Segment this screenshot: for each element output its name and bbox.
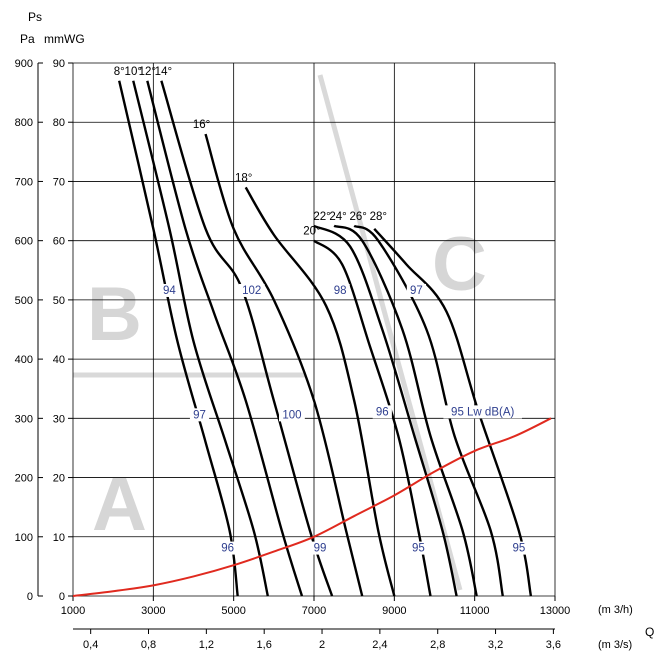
m3s-tick-label: 3,2 [488,639,503,651]
x-tick-label: 11000 [460,605,490,617]
lw-label: 98 [334,285,347,297]
fan-curves [118,80,533,597]
pa-tick-label: 900 [15,58,33,70]
lw-label: 102 [242,285,261,297]
axes: 0100200300400500600700800900010203040506… [15,58,571,651]
fan-curve-14deg [160,80,334,597]
lw-label: 95 [412,543,425,555]
lw-label-bg [189,408,210,422]
m3s-tick-label: 3,6 [546,639,561,651]
mmwg-tick-label: 20 [53,473,65,485]
m3s-tick-label: 1,6 [257,639,272,651]
m3s-tick-label: 1,2 [199,639,214,651]
angle-label: 20° [303,226,320,238]
fan-curve-8deg [118,80,239,597]
m3s-tick-label: 2,8 [430,639,445,651]
angle-label: 14° [155,66,172,78]
system-curve-group [72,417,552,597]
mmwg-axis-unit: mmWG [44,32,85,46]
m3s-tick-label: 0,8 [141,639,156,651]
x-tick-label: 5000 [221,605,245,617]
lw-label: 96 [376,406,389,418]
pa-tick-label: 300 [15,413,33,425]
x-unit-top: (m 3/h) [598,604,633,616]
lw-label-bg [408,541,429,555]
lw-label-bg [372,405,392,419]
angle-label: 24° [329,211,346,223]
fan-curve-20deg [313,239,432,597]
mmwg-tick-label: 90 [53,58,65,70]
zone-letter-a: A [92,462,147,547]
zone-letter-b: B [87,272,142,357]
lw-label-bg [406,283,427,297]
fan-curve-24deg [333,224,478,597]
lw-label: 96 [221,543,234,555]
x-tick-label: 3000 [141,605,165,617]
system-curve [72,417,552,597]
fan-curve-22deg [313,224,458,597]
pa-tick-label: 0 [27,591,33,603]
zone-divider-bc [317,74,463,591]
fan-curve-12deg [146,80,304,597]
mmwg-tick-label: 10 [53,532,65,544]
x-tick-label: 7000 [302,605,326,617]
pa-axis-unit: Pa [20,32,35,46]
mmwg-tick-label: 60 [53,236,65,248]
angle-label: 16° [193,119,210,131]
angle-label: 28° [370,211,387,223]
angle-label: 8° [114,66,125,78]
pa-tick-label: 400 [15,354,33,366]
lw-label-bg [509,541,529,555]
lw-label-bg [279,408,305,422]
x-tick-label: 9000 [382,605,406,617]
pa-tick-label: 700 [15,176,33,188]
m3s-tick-label: 0,4 [83,639,98,651]
pa-tick-label: 800 [15,117,33,129]
fan-curve-28deg [373,228,533,597]
angle-label: 22° [313,211,330,223]
background-zones: A B C [73,74,487,591]
m3s-tick-label: 2 [319,639,325,651]
lw-label: 95 Lw dB(A) [451,406,514,418]
pa-tick-label: 600 [15,236,33,248]
q-axis-symbol: Q [645,625,654,639]
lw-label-bg [310,541,330,555]
fan-curve-16deg [204,133,364,597]
lw-label-bg [238,283,265,297]
angle-label: 12° [139,66,156,78]
fan-curve-10deg [132,80,269,597]
lw-label: 97 [410,285,423,297]
lw-label: 99 [314,543,327,555]
mmwg-tick-label: 70 [53,176,65,188]
lw-label: 94 [163,285,176,297]
mmwg-tick-label: 40 [53,354,65,366]
mmwg-tick-label: 50 [53,295,65,307]
mmwg-tick-label: 0 [59,591,65,603]
lw-label: 97 [193,409,206,421]
angle-label: 18° [235,172,252,184]
lw-label-bg [218,541,238,555]
lw-label: 100 [282,409,301,421]
angle-label: 26° [349,211,366,223]
pa-tick-label: 200 [15,473,33,485]
x-tick-label: 1000 [61,605,85,617]
ps-axis-symbol: Ps [28,10,42,24]
lw-label-bg [330,283,350,297]
pa-tick-label: 100 [15,532,33,544]
m3s-tick-label: 2,4 [372,639,387,651]
fan-curve-18deg [244,186,396,597]
x-tick-label: 13000 [540,605,571,617]
x-unit-bottom: (m 3/s) [598,639,632,651]
lw-label-bg [159,283,179,297]
curve-labels: 8° 10°12°14° 16° 18° 20° 22°24° 26° 28° 94 102 98 9… [114,66,529,555]
mmwg-tick-label: 30 [53,413,65,425]
pa-tick-label: 500 [15,295,33,307]
mmwg-tick-label: 80 [53,117,65,129]
lw-label-bg [443,405,522,419]
zone-letter-c: C [432,222,487,307]
angle-label: 10° [125,66,142,78]
fan-curve-26deg [353,224,504,597]
lw-label: 95 [512,543,525,555]
